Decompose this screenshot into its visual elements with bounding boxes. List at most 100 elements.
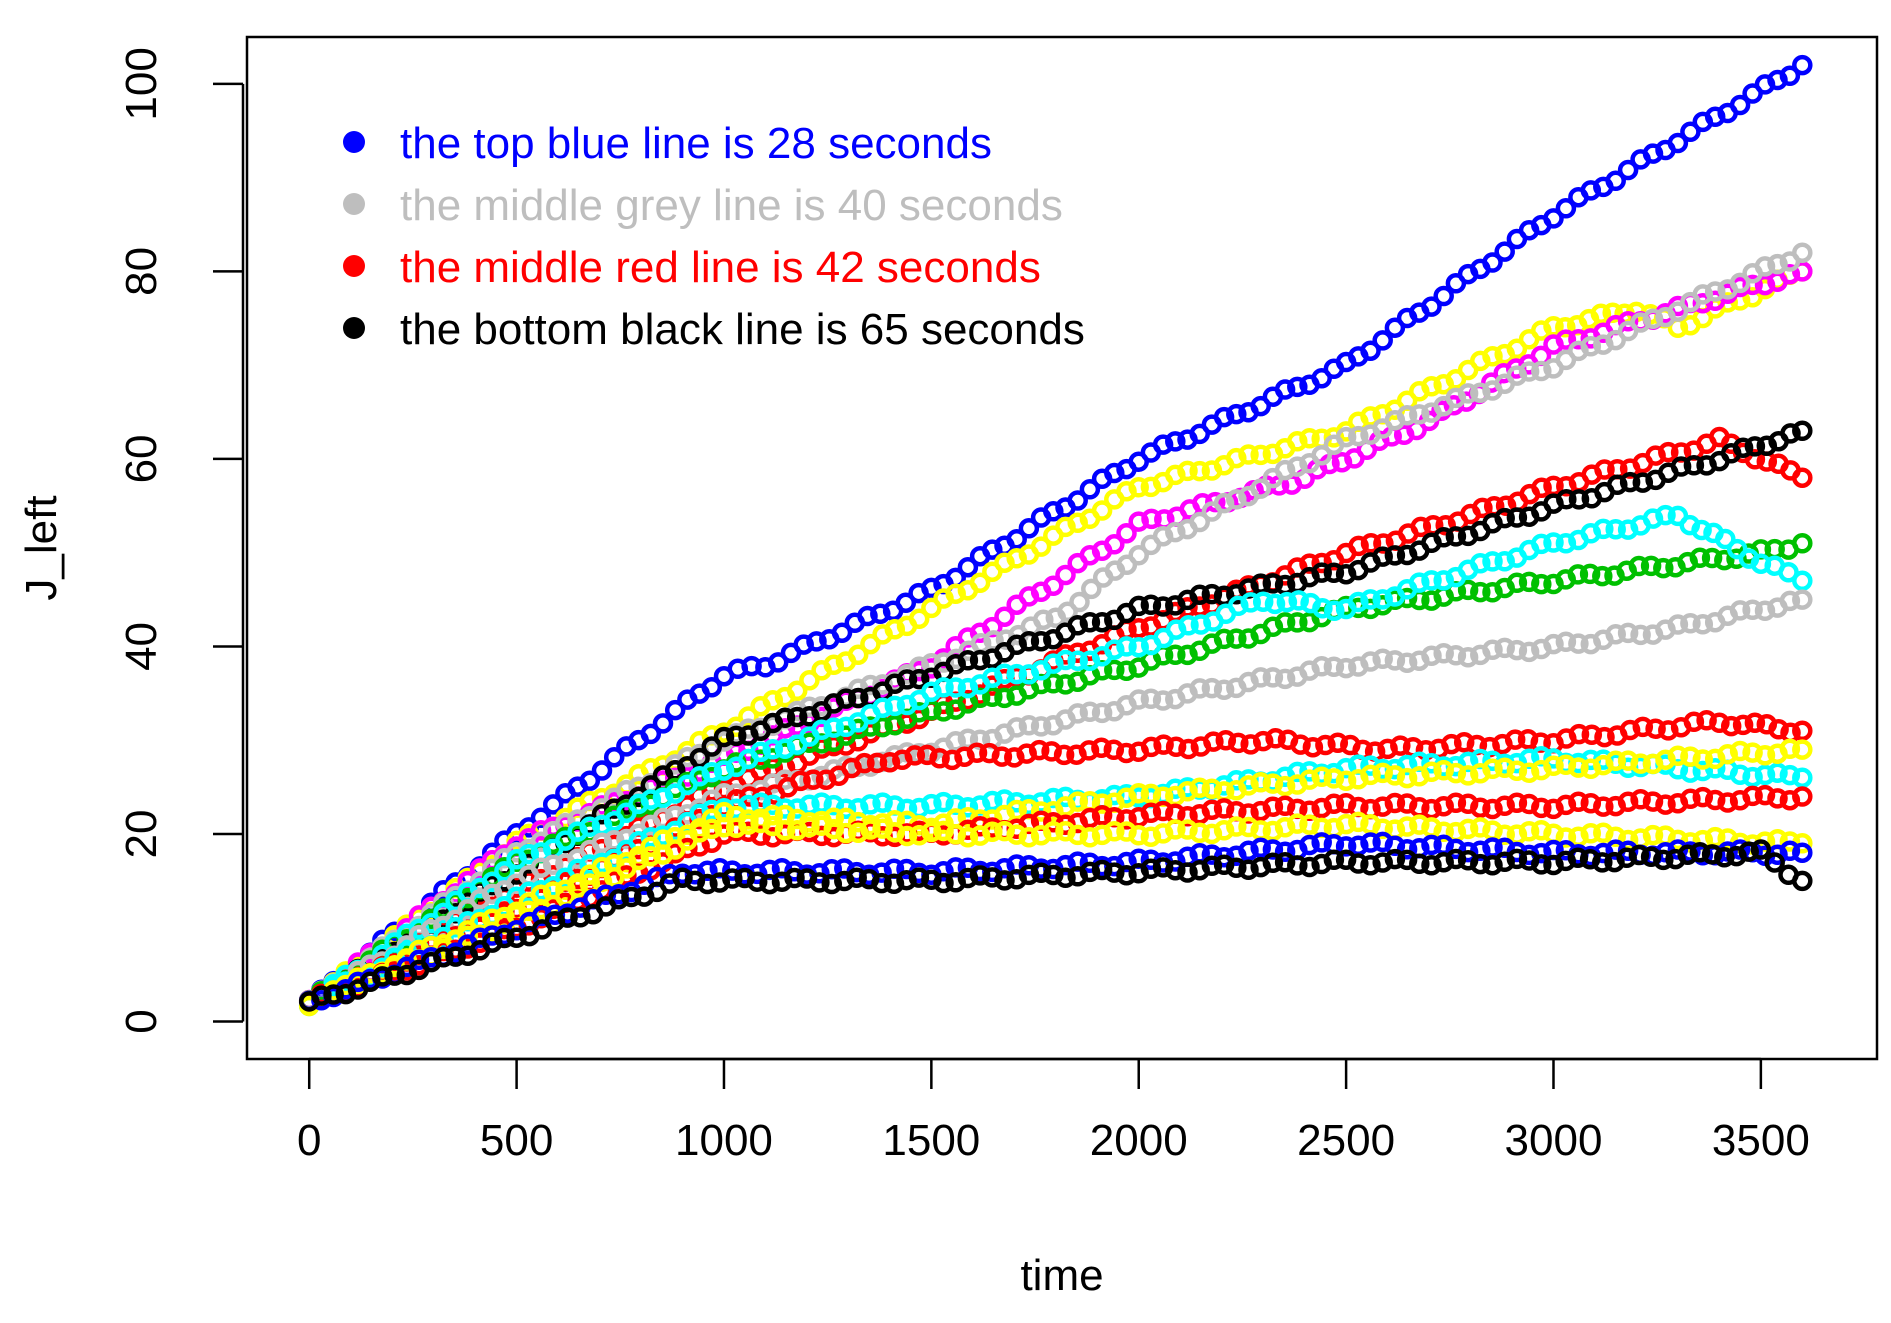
data-point (1079, 479, 1101, 500)
data-point (896, 798, 918, 820)
data-point (1030, 801, 1052, 822)
data-point (1311, 656, 1332, 677)
data-point (1441, 733, 1462, 755)
data-point (860, 633, 881, 655)
data-point (896, 669, 918, 690)
data-point (1482, 758, 1503, 780)
data-point (1079, 611, 1101, 633)
data-point (945, 583, 966, 604)
data-point (1250, 478, 1271, 499)
data-point (457, 925, 479, 947)
data-point (1372, 831, 1393, 853)
data-point (1556, 489, 1577, 510)
data-point (1055, 649, 1076, 671)
data-point (1605, 826, 1626, 848)
data-point (1384, 765, 1406, 786)
data-point (713, 726, 735, 748)
data-point (1645, 718, 1666, 739)
data-point (1779, 831, 1801, 852)
data-point (982, 867, 1003, 888)
data-point (933, 791, 954, 813)
data-point (1250, 771, 1271, 793)
data-point (1617, 310, 1639, 332)
data-point (1482, 346, 1503, 367)
data-point (1628, 844, 1650, 866)
data-point (1067, 650, 1088, 671)
data-point (1128, 511, 1149, 532)
data-point (1141, 508, 1162, 530)
data-point (1689, 547, 1711, 568)
data-point (854, 752, 875, 774)
data-point (1764, 852, 1785, 873)
data-point (1602, 302, 1623, 323)
data-point (1201, 778, 1223, 799)
data-point (1594, 459, 1615, 480)
data-point (1287, 376, 1308, 398)
data-point (803, 769, 824, 790)
data-point (1555, 754, 1577, 776)
data-point (1250, 837, 1271, 859)
data-point (1605, 518, 1626, 540)
data-point (1767, 253, 1788, 275)
data-point (1457, 818, 1479, 840)
data-point (1043, 821, 1064, 842)
data-point (1140, 826, 1162, 847)
data-point (1396, 816, 1418, 837)
data-point (916, 744, 938, 766)
data-point (762, 690, 784, 711)
data-point (1453, 731, 1475, 753)
data-point (1311, 444, 1332, 466)
data-point (1078, 740, 1100, 761)
data-point (1360, 764, 1381, 786)
data-point (1055, 674, 1076, 695)
data-point (1055, 564, 1076, 586)
data-point (904, 745, 926, 766)
data-point (1128, 689, 1149, 710)
data-point (1226, 489, 1247, 510)
data-point (1742, 599, 1763, 621)
data-point (750, 749, 771, 770)
y-tick-label: 20 (117, 809, 166, 858)
data-point (1205, 491, 1226, 513)
data-point (762, 794, 784, 816)
data-point (957, 650, 979, 671)
data-point (1421, 798, 1442, 820)
data-point (1030, 716, 1052, 737)
data-point (1030, 824, 1052, 846)
data-point (1091, 793, 1113, 814)
data-point (725, 798, 747, 819)
data-point (1768, 719, 1789, 740)
data-point (1517, 729, 1539, 750)
data-point (1079, 701, 1101, 722)
data-point (1568, 757, 1589, 778)
data-point (1372, 818, 1393, 839)
data-point (969, 649, 991, 671)
series-black-mid (298, 420, 1813, 1011)
data-point (1640, 846, 1662, 868)
data-point (1238, 444, 1259, 465)
data-point (1348, 811, 1369, 833)
data-point (1457, 647, 1479, 668)
data-point (1779, 263, 1801, 285)
data-point (1153, 734, 1174, 755)
data-point (994, 870, 1015, 891)
data-point (640, 789, 662, 810)
data-point (1018, 813, 1040, 835)
data-point (1692, 614, 1714, 635)
data-point (701, 818, 723, 840)
data-point (1742, 766, 1763, 788)
data-point (506, 927, 527, 948)
data-point (1555, 533, 1577, 554)
data-point (1226, 816, 1247, 837)
data-point (1396, 793, 1418, 814)
data-point (1302, 736, 1324, 758)
x-axis-title: time (1020, 1251, 1103, 1300)
x-tick-label: 1500 (882, 1116, 980, 1165)
data-point (933, 652, 955, 673)
data-point (750, 812, 771, 834)
data-point (1729, 764, 1751, 785)
data-point (1262, 839, 1284, 860)
data-point (1226, 403, 1247, 425)
data-point (1091, 859, 1113, 881)
data-point (1043, 501, 1064, 522)
